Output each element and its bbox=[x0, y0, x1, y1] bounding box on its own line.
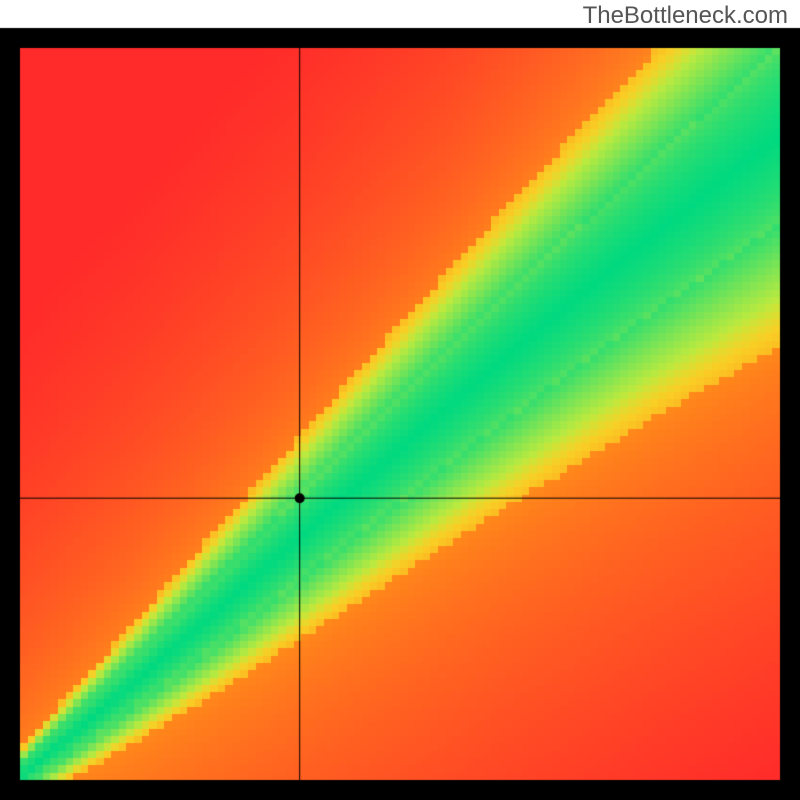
bottleneck-heatmap-chart bbox=[0, 0, 800, 800]
watermark-text: TheBottleneck.com bbox=[583, 2, 788, 30]
